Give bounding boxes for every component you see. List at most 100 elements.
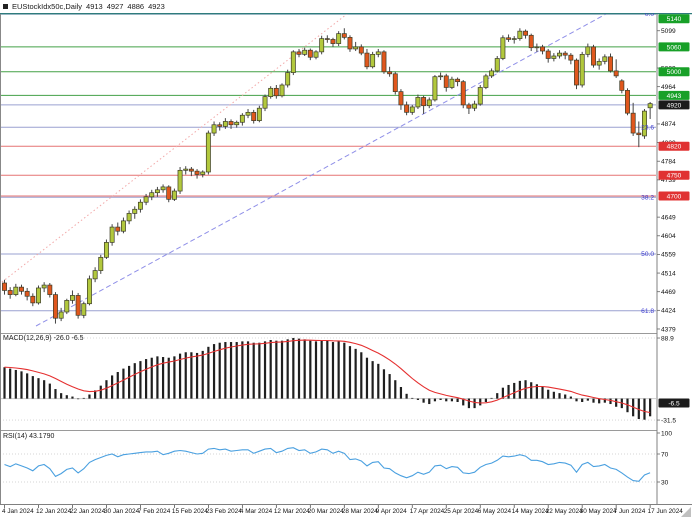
candle-bullish: [353, 46, 359, 50]
macd-bar: [9, 368, 12, 399]
candle-bearish: [545, 50, 551, 59]
macd-bar: [292, 337, 295, 399]
macd-bar: [490, 397, 493, 399]
fib-level-label: 0.0: [645, 11, 654, 18]
macd-bar: [88, 394, 91, 399]
support-price-badge-text: 4700: [667, 193, 682, 200]
macd-bar: [195, 352, 199, 399]
date-tick-label: 30 May 2024: [580, 508, 617, 515]
macd-bar: [360, 352, 363, 399]
macd-bar: [439, 398, 442, 400]
macd-bar: [212, 344, 216, 399]
macd-bar: [399, 387, 403, 399]
macd-bar: [428, 398, 431, 405]
date-tick-label: 7 Jun 2024: [614, 508, 646, 515]
price-tick-label: 5099: [661, 28, 676, 35]
macd-bar: [224, 342, 227, 399]
macd-bar: [26, 373, 29, 399]
macd-values: -26.0 -6.5: [53, 335, 84, 342]
macd-bar: [411, 397, 414, 399]
macd-bar: [235, 342, 238, 399]
candle-bullish: [109, 226, 115, 243]
support-price-badge: [658, 191, 690, 201]
candle-bearish: [19, 286, 24, 292]
candle-bullish: [313, 51, 319, 58]
macd-bar: [269, 339, 272, 399]
resize-gripper-icon[interactable]: [681, 507, 691, 517]
macd-bar: [558, 393, 561, 399]
rsi-indicator-label: RSI(14) 43.1790: [3, 433, 54, 440]
macd-bar: [60, 393, 63, 399]
macd-bar: [343, 342, 346, 399]
macd-bar: [37, 378, 40, 399]
macd-bar: [586, 398, 589, 401]
ohlc-low: 4886: [127, 2, 145, 11]
candle-bullish: [132, 208, 138, 214]
candle-bearish: [24, 290, 30, 297]
date-tick-label: 15 Feb 2024: [172, 508, 208, 515]
candle-bullish: [143, 196, 149, 203]
macd-bar: [365, 357, 369, 399]
candle-bullish: [36, 287, 41, 304]
macd-value-badge: [658, 398, 690, 408]
candle-bearish: [421, 97, 427, 107]
chart-title-bar: EUStockIdx50c,Daily 4913 4927 4886 4923: [0, 0, 692, 13]
candle-bullish: [87, 278, 92, 305]
candle-bullish: [64, 300, 70, 313]
macd-bar: [637, 398, 640, 420]
macd-bar: [615, 398, 618, 407]
price-tick-label: 4649: [661, 214, 676, 221]
date-tick-label: 12 Mar 2024: [274, 508, 310, 515]
candle-bullish: [449, 78, 455, 88]
macd-bar: [530, 382, 533, 399]
candle-bearish: [115, 226, 121, 232]
macd-bar: [326, 340, 329, 399]
macd-bar: [144, 359, 148, 399]
candle-bearish: [619, 80, 625, 91]
candle-bearish: [568, 54, 574, 61]
current-price-badge-text: 4920: [667, 102, 682, 109]
macd-bar: [139, 361, 142, 399]
ohlc-close: 4923: [148, 2, 165, 11]
ascending-support-trendline[interactable]: [35, 13, 607, 327]
macd-bar: [445, 398, 448, 402]
macd-bar: [31, 376, 34, 399]
macd-bar: [547, 389, 550, 399]
price-tick-label: 4964: [661, 84, 676, 91]
candle-bullish: [103, 242, 109, 258]
price-tick-label: 4379: [661, 326, 676, 333]
candle-bearish: [404, 104, 410, 113]
macd-bar: [603, 398, 606, 403]
rsi-tick-label: 100: [661, 430, 672, 437]
price-tick-label: 4874: [661, 121, 676, 128]
macd-bar: [581, 398, 584, 402]
macd-bar: [394, 380, 397, 399]
candle-bullish: [205, 132, 211, 173]
macd-bar: [54, 389, 57, 399]
macd-bar: [405, 393, 408, 399]
candle-bearish: [330, 39, 336, 44]
candle-bullish: [534, 46, 540, 49]
rsi-tick-label: 30: [661, 479, 669, 486]
macd-bar: [48, 383, 51, 399]
macd-bar: [20, 371, 23, 399]
macd-bar: [433, 398, 437, 402]
macd-bar: [116, 372, 119, 399]
date-tick-label: 7 Feb 2024: [138, 508, 171, 515]
price-tick-label: 4469: [661, 289, 676, 296]
candle-bullish: [171, 190, 177, 200]
ohlc-high: 4927: [106, 2, 124, 11]
steep-rally-trendline[interactable]: [1, 13, 348, 283]
date-tick-label: 4 Jan 2024: [2, 508, 34, 515]
macd-bar: [467, 398, 471, 409]
macd-bar: [122, 368, 125, 399]
macd-bar: [377, 363, 380, 399]
macd-bar: [201, 350, 204, 399]
macd-bar: [173, 356, 176, 399]
date-tick-label: 25 Apr 2024: [444, 508, 479, 515]
resistance-price-badge: [658, 42, 690, 52]
date-tick-label: 9 Apr 2024: [376, 508, 407, 515]
candle-bullish: [200, 171, 206, 175]
